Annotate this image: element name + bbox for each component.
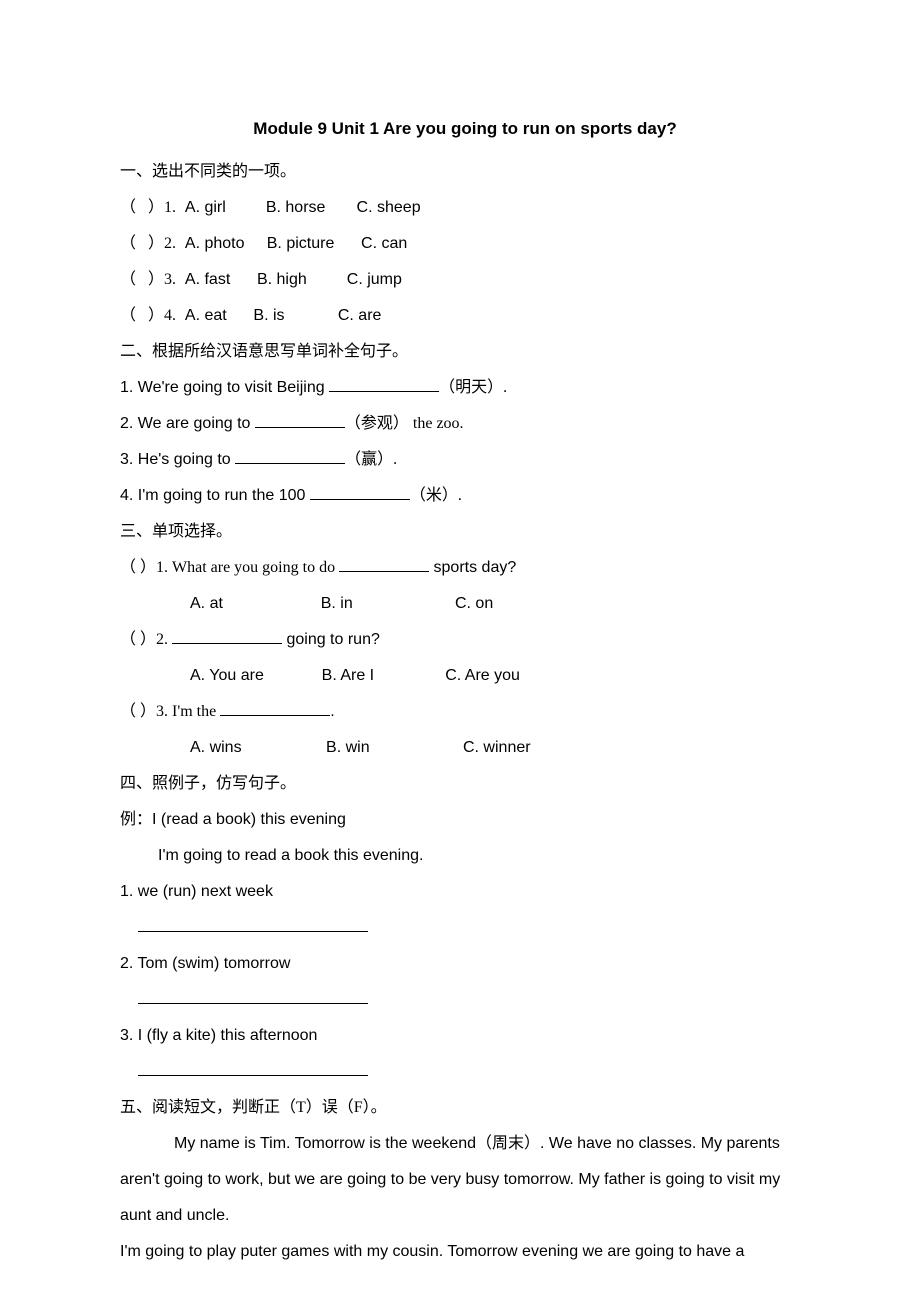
s3-q2: （ ）2. going to run? [120, 622, 810, 658]
answer-blank[interactable] [138, 915, 368, 932]
s5-paragraph2: I'm going to play puter games with my co… [120, 1234, 810, 1270]
s2-q4: 4. I'm going to run the 100 （米）. [120, 478, 810, 514]
s1-q3: （ ）3. A. fast B. high C. jump [120, 262, 810, 298]
section4-heading: 四、照例子，仿写句子。 [120, 766, 810, 802]
s2-q2: 2. We are going to （参观） the zoo. [120, 406, 810, 442]
s1-q1: （ ）1. A. girl B. horse C. sheep [120, 190, 810, 226]
s2-q3: 3. He's going to （赢）. [120, 442, 810, 478]
blank[interactable] [235, 447, 345, 464]
s4-example-answer: I'm going to read a book this evening. [120, 838, 810, 874]
blank[interactable] [220, 699, 330, 716]
answer-blank[interactable] [138, 987, 368, 1004]
s2-q1: 1. We're going to visit Beijing （明天）. [120, 370, 810, 406]
s3-q3-options: A. wins B. win C. winner [120, 730, 810, 766]
s4-q3-blank [120, 1054, 810, 1090]
blank[interactable] [255, 411, 345, 428]
section1-heading: 一、选出不同类的一项。 [120, 154, 810, 190]
s4-q3: 3. I (fly a kite) this afternoon [120, 1018, 810, 1054]
s4-q1-blank [120, 910, 810, 946]
blank[interactable] [329, 375, 439, 392]
s3-q1-options: A. at B. in C. on [120, 586, 810, 622]
s4-q1: 1. we (run) next week [120, 874, 810, 910]
s5-paragraph1: My name is Tim. Tomorrow is the weekend（… [120, 1126, 810, 1234]
blank[interactable] [172, 627, 282, 644]
blank[interactable] [310, 483, 410, 500]
section2-heading: 二、根据所给汉语意思写单词补全句子。 [120, 334, 810, 370]
s4-q2-blank [120, 982, 810, 1018]
answer-blank[interactable] [138, 1059, 368, 1076]
s1-q4: （ ）4. A. eat B. is C. are [120, 298, 810, 334]
s3-q3: （ ）3. I'm the . [120, 694, 810, 730]
s1-q2: （ ）2. A. photo B. picture C. can [120, 226, 810, 262]
s4-example-prompt: 例：I (read a book) this evening [120, 802, 810, 838]
blank[interactable] [339, 555, 429, 572]
s3-q2-options: A. You are B. Are I C. Are you [120, 658, 810, 694]
s3-q1: （ ）1. What are you going to do sports da… [120, 550, 810, 586]
page-title: Module 9 Unit 1 Are you going to run on … [120, 110, 810, 148]
section5-heading: 五、阅读短文，判断正（T）误（F）。 [120, 1090, 810, 1126]
section3-heading: 三、单项选择。 [120, 514, 810, 550]
s4-q2: 2. Tom (swim) tomorrow [120, 946, 810, 982]
